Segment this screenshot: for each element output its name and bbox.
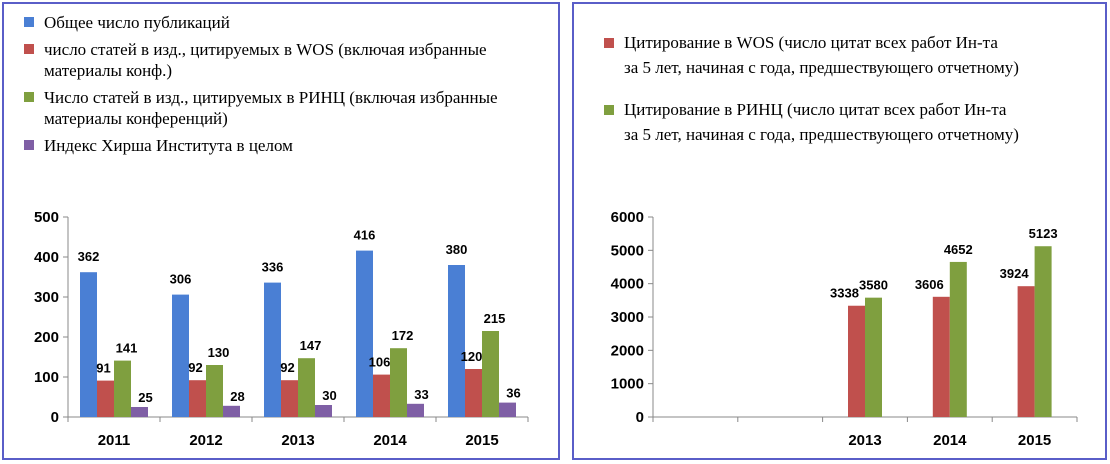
bar-green — [865, 297, 882, 417]
data-label: 92 — [188, 360, 202, 375]
data-label: 92 — [280, 360, 294, 375]
y-tick-label: 2000 — [611, 342, 644, 359]
bar-red — [1017, 286, 1035, 417]
legend-label-line: Цитирование в РИНЦ (число цитат всех раб… — [624, 100, 1007, 119]
bar-green — [114, 360, 131, 417]
legend-item-hirsch-index: Индекс Хирша Института в целом — [24, 135, 544, 156]
bar-purple — [223, 405, 240, 417]
bar-red — [373, 374, 390, 417]
data-label: 362 — [78, 249, 100, 264]
bar-purple — [499, 402, 516, 417]
legend-publications: Общее число публикаций число статей в из… — [24, 12, 544, 162]
data-label: 416 — [354, 228, 376, 243]
bar-red — [97, 380, 114, 417]
legend-citations: Цитирование в WOS (число цитат всех рабо… — [604, 30, 1099, 164]
chart-panel-citations: Цитирование в WOS (число цитат всех рабо… — [572, 2, 1107, 460]
bar-chart-citations: 0 1000 2000 3000 4000 5000 6000 2013 2014 2015 333… — [611, 209, 1078, 449]
data-label: 91 — [96, 361, 110, 376]
bar-green — [390, 348, 407, 417]
bar-green — [482, 331, 499, 417]
bar-green — [1034, 246, 1052, 417]
x-tick-label: 2015 — [1018, 432, 1051, 449]
bar-red — [281, 380, 298, 417]
data-label: 130 — [208, 345, 230, 360]
y-tick-label: 300 — [34, 289, 59, 306]
data-label: 215 — [484, 311, 506, 326]
legend-label: Индекс Хирша Института в целом — [44, 136, 293, 155]
legend-label: Общее число публикаций — [44, 13, 230, 32]
chart-panel-publications: Общее число публикаций число статей в из… — [2, 2, 560, 460]
bar-purple — [315, 405, 332, 417]
bar-blue — [80, 272, 97, 417]
data-label: 5123 — [1029, 226, 1058, 241]
data-label: 172 — [392, 328, 414, 343]
y-tick-label: 400 — [34, 249, 59, 266]
data-label: 33 — [414, 387, 428, 402]
data-label: 3924 — [1000, 266, 1030, 281]
bar-blue — [448, 265, 465, 417]
legend-label: число статей в изд., цитируемых в WOS (в… — [44, 40, 487, 80]
bar-blue — [264, 282, 281, 417]
data-label: 141 — [116, 341, 138, 356]
bar-green — [949, 261, 967, 417]
legend-swatch-red — [24, 44, 34, 54]
legend-item-wos-articles: число статей в изд., цитируемых в WOS (в… — [24, 39, 544, 81]
y-tick-label: 500 — [34, 209, 59, 226]
y-tick-label: 6000 — [611, 209, 644, 226]
data-label: 4652 — [944, 242, 973, 257]
data-label: 380 — [446, 242, 468, 257]
data-label: 3580 — [859, 278, 888, 293]
bar-red — [189, 380, 206, 417]
legend-item-total-publications: Общее число публикаций — [24, 12, 544, 33]
bar-red — [465, 369, 482, 417]
bar-purple — [407, 403, 424, 417]
data-label: 106 — [369, 355, 391, 370]
legend-swatch-blue — [24, 17, 34, 27]
data-label: 30 — [322, 388, 336, 403]
data-label: 28 — [230, 389, 244, 404]
bar-blue — [172, 294, 189, 417]
data-label: 3338 — [830, 286, 859, 301]
x-tick-label: 2014 — [373, 432, 407, 449]
data-label: 36 — [506, 386, 520, 401]
y-tick-label: 3000 — [611, 309, 644, 326]
legend-item-rinc-articles: Число статей в изд., цитируемых в РИНЦ (… — [24, 87, 544, 129]
bar-green — [298, 358, 315, 417]
legend-swatch-green — [24, 92, 34, 102]
legend-item-rinc-citations: Цитирование в РИНЦ (число цитат всех раб… — [604, 97, 1099, 147]
legend-label-line: за 5 лет, начиная с года, предшествующег… — [624, 125, 1019, 144]
y-tick-label: 100 — [34, 369, 59, 386]
data-label: 147 — [300, 338, 322, 353]
data-label: 25 — [138, 390, 152, 405]
y-tick-label: 1000 — [611, 376, 644, 393]
data-label: 306 — [170, 272, 192, 287]
bar-blue — [356, 250, 373, 417]
legend-label: Число статей в изд., цитируемых в РИНЦ (… — [44, 88, 498, 128]
legend-swatch-green — [604, 105, 614, 115]
legend-label-line: за 5 лет, начиная с года, предшествующег… — [624, 58, 1019, 77]
x-tick-label: 2013 — [848, 432, 881, 449]
x-tick-label: 2015 — [465, 432, 498, 449]
legend-label-line: Цитирование в WOS (число цитат всех рабо… — [624, 33, 998, 52]
x-tick-label: 2014 — [933, 432, 967, 449]
x-tick-label: 2012 — [189, 432, 222, 449]
bar-green — [206, 365, 223, 417]
legend-swatch-purple — [24, 140, 34, 150]
x-tick-label: 2013 — [281, 432, 314, 449]
y-tick-label: 4000 — [611, 276, 644, 293]
x-tick-label: 2011 — [98, 432, 131, 449]
bar-red — [932, 296, 950, 417]
legend-item-wos-citations: Цитирование в WOS (число цитат всех рабо… — [604, 30, 1099, 80]
y-tick-label: 5000 — [611, 242, 644, 259]
bar-chart-publications: 0 100 200 300 400 500 2011 2012 2013 2014 2015 362 3… — [34, 209, 529, 449]
y-tick-label: 0 — [636, 409, 644, 426]
bar-red — [848, 305, 865, 417]
data-label: 3606 — [915, 277, 944, 292]
legend-swatch-red — [604, 38, 614, 48]
bar-purple — [131, 407, 148, 417]
data-label: 120 — [461, 349, 483, 364]
y-tick-label: 0 — [51, 409, 59, 426]
data-label: 336 — [262, 260, 284, 275]
y-tick-label: 200 — [34, 329, 59, 346]
